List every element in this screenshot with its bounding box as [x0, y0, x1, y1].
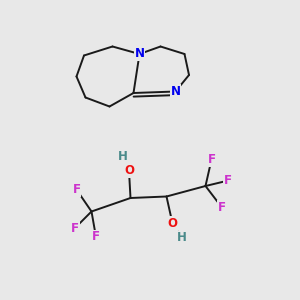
Text: F: F: [92, 230, 100, 244]
Text: F: F: [73, 183, 80, 196]
Text: O: O: [124, 164, 134, 178]
Text: N: N: [134, 47, 145, 61]
Text: F: F: [224, 174, 232, 187]
Text: O: O: [167, 217, 178, 230]
Text: F: F: [71, 221, 79, 235]
Text: N: N: [170, 85, 181, 98]
Text: F: F: [218, 201, 226, 214]
Text: H: H: [177, 231, 186, 244]
Text: F: F: [208, 153, 215, 166]
Text: H: H: [118, 150, 128, 163]
